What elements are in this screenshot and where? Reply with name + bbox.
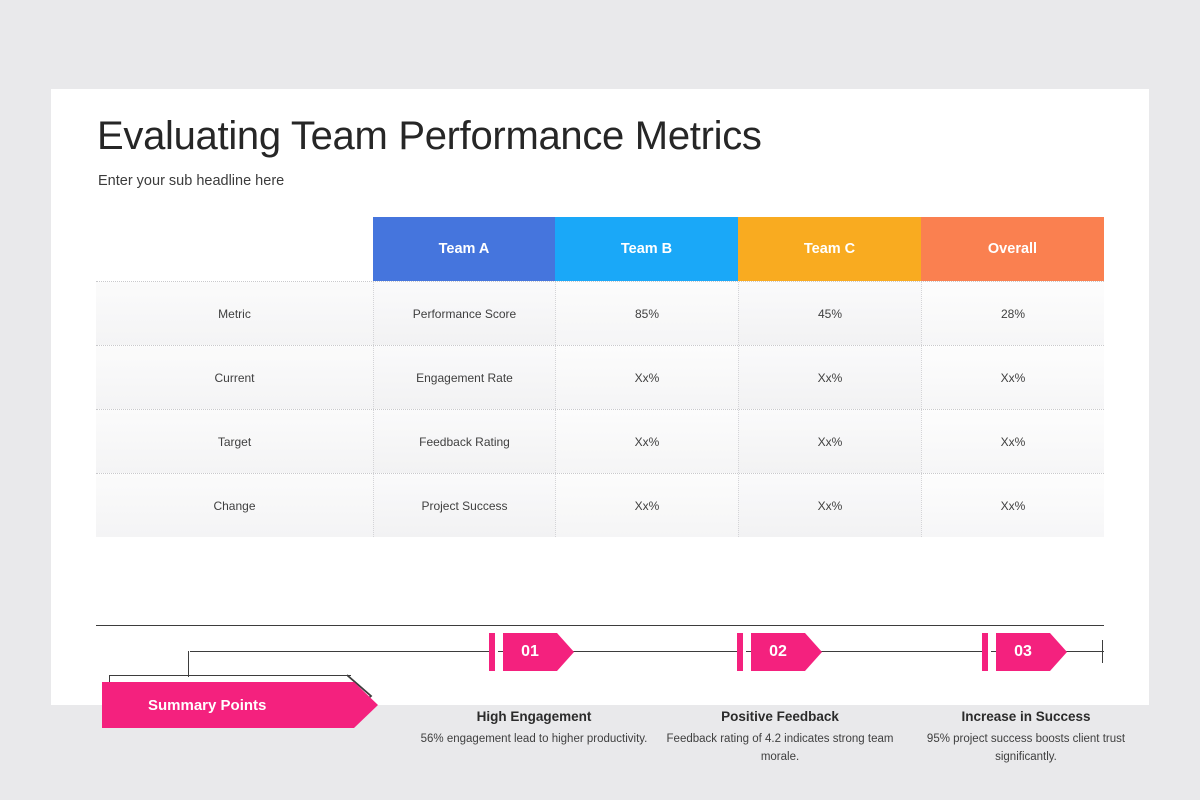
summary-point-description: Feedback rating of 4.2 indicates strong … [666, 733, 894, 763]
page-title: Evaluating Team Performance Metrics [97, 114, 762, 158]
table-row[interactable]: Change Project Success Xx% Xx% Xx% [96, 473, 1104, 537]
marker-tick-icon [982, 633, 991, 671]
cell-team-c: 45% [738, 282, 921, 345]
cell-team-a: Project Success [373, 474, 555, 537]
header-cell-overall[interactable]: Overall [921, 217, 1104, 281]
table-row[interactable]: Target Feedback Rating Xx% Xx% Xx% [96, 409, 1104, 473]
cell-overall: Xx% [921, 346, 1104, 409]
row-label: Current [96, 346, 373, 409]
summary-point-title: High Engagement [476, 709, 592, 724]
summary-point-1: High Engagement 56% engagement lead to h… [419, 709, 649, 749]
header-cell-blank [96, 217, 373, 281]
summary-point-title: Increase in Success [961, 709, 1091, 724]
summary-point-2: Positive Feedback Feedback rating of 4.2… [665, 709, 895, 767]
marker-tick-icon [737, 633, 746, 671]
cell-team-b: 85% [555, 282, 738, 345]
marker-number: 03 [996, 633, 1050, 671]
row-label: Target [96, 410, 373, 473]
marker-arrow-icon [805, 633, 822, 671]
banner-fill-arrow-icon [354, 682, 378, 728]
marker-arrow-icon [557, 633, 574, 671]
cell-team-a: Engagement Rate [373, 346, 555, 409]
banner-fill-shape [102, 682, 378, 728]
row-label: Change [96, 474, 373, 537]
header-cell-team-c[interactable]: Team C [738, 217, 921, 281]
timeline-axis [190, 651, 1104, 652]
marker-tick-icon [489, 633, 498, 671]
page-subtitle: Enter your sub headline here [98, 173, 285, 189]
cell-team-c: Xx% [738, 410, 921, 473]
summary-point-3: Increase in Success 95% project success … [911, 709, 1141, 767]
metrics-table: Team A Team B Team C Overall Metric Perf… [96, 217, 1104, 537]
slide-canvas: Evaluating Team Performance Metrics Ente… [51, 89, 1149, 763]
cell-team-b: Xx% [555, 410, 738, 473]
table-header-row: Team A Team B Team C Overall [96, 217, 1104, 281]
header-cell-team-b[interactable]: Team B [555, 217, 738, 281]
cell-team-c: Xx% [738, 346, 921, 409]
cell-team-a: Feedback Rating [373, 410, 555, 473]
summary-point-description: 56% engagement lead to higher productivi… [420, 733, 648, 745]
summary-point-description: 95% project success boosts client trust … [926, 733, 1126, 763]
cell-team-b: Xx% [555, 474, 738, 537]
summary-point-title: Positive Feedback [721, 709, 839, 724]
banner-fill-body [102, 682, 354, 728]
table-bottom-divider [96, 625, 1104, 626]
cell-team-b: Xx% [555, 346, 738, 409]
timeline-connector-line [188, 651, 189, 677]
marker-number: 02 [751, 633, 805, 671]
header-cell-team-a[interactable]: Team A [373, 217, 555, 281]
cell-team-a: Performance Score [373, 282, 555, 345]
cell-overall: Xx% [921, 474, 1104, 537]
row-label: Metric [96, 282, 373, 345]
cell-overall: 28% [921, 282, 1104, 345]
table-row[interactable]: Metric Performance Score 85% 45% 28% [96, 281, 1104, 345]
marker-number: 01 [503, 633, 557, 671]
cell-team-c: Xx% [738, 474, 921, 537]
table-row[interactable]: Current Engagement Rate Xx% Xx% Xx% [96, 345, 1104, 409]
timeline-end-tick [1102, 640, 1103, 663]
banner-label: Summary Points [148, 696, 267, 714]
marker-arrow-icon [1050, 633, 1067, 671]
cell-overall: Xx% [921, 410, 1104, 473]
